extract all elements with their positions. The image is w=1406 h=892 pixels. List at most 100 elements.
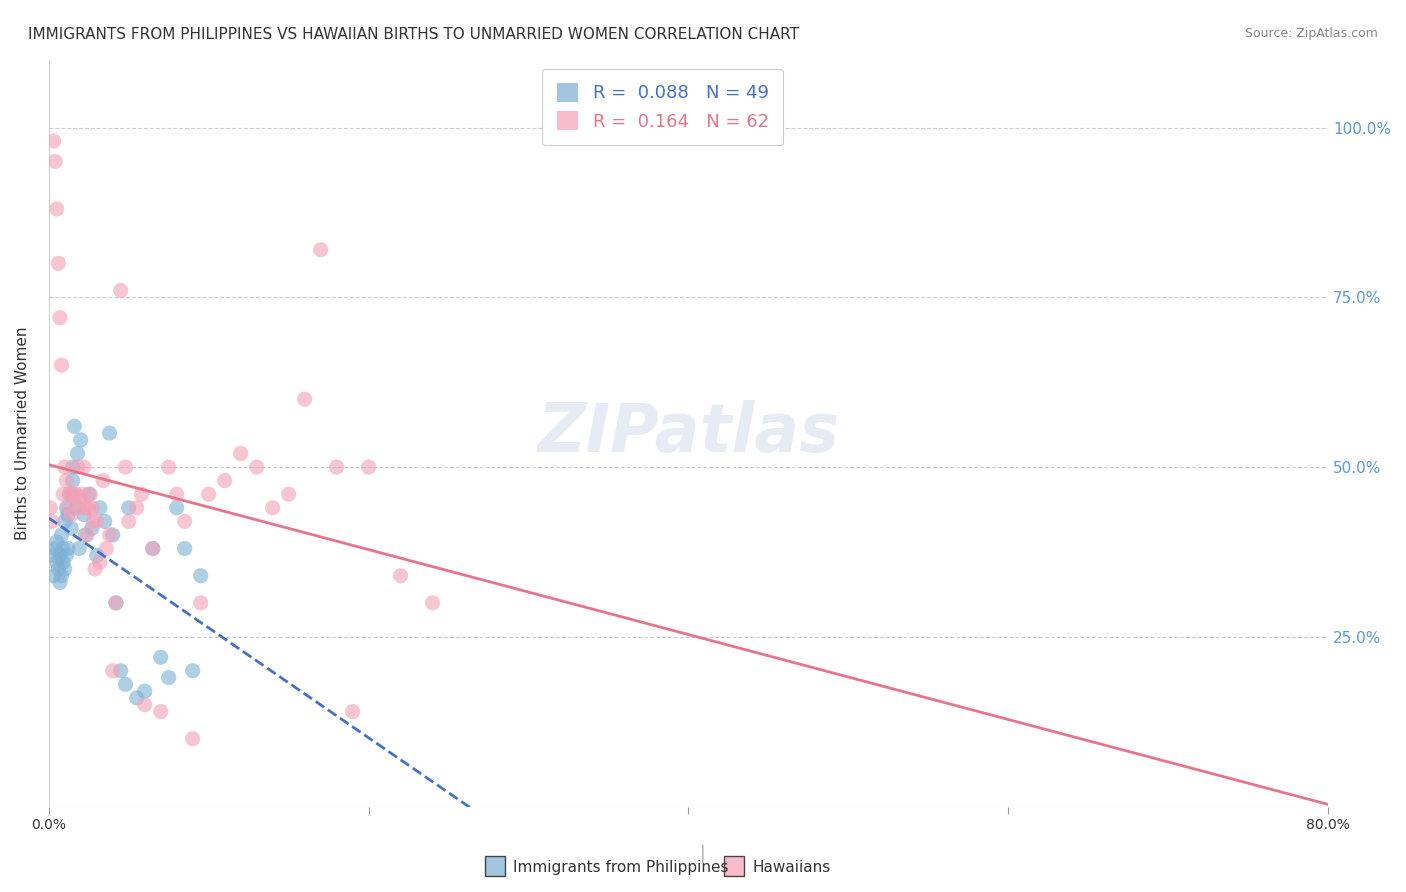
Point xyxy=(55,500,77,515)
Point xyxy=(166,487,188,501)
Point xyxy=(60,521,83,535)
Point xyxy=(46,562,69,576)
Point xyxy=(101,664,124,678)
Point xyxy=(52,555,75,569)
Point xyxy=(62,487,84,501)
Point xyxy=(173,541,195,556)
Point xyxy=(118,500,141,515)
Point xyxy=(357,460,380,475)
Point xyxy=(80,521,103,535)
Text: Source: ZipAtlas.com: Source: ZipAtlas.com xyxy=(1244,27,1378,40)
Point xyxy=(65,500,87,515)
Point xyxy=(51,568,73,582)
Point xyxy=(134,698,156,712)
Point xyxy=(104,596,127,610)
Point xyxy=(277,487,299,501)
Point xyxy=(62,460,84,475)
Point xyxy=(49,549,72,563)
Point xyxy=(89,500,111,515)
Point xyxy=(51,528,73,542)
Point xyxy=(246,460,269,475)
Point xyxy=(65,487,87,501)
Point xyxy=(80,500,103,515)
Point xyxy=(125,500,148,515)
Point xyxy=(56,508,79,522)
Point xyxy=(131,487,153,501)
Point xyxy=(42,134,65,148)
Point xyxy=(52,541,75,556)
Point xyxy=(134,684,156,698)
Point xyxy=(125,690,148,705)
Point xyxy=(93,515,115,529)
Point xyxy=(66,446,89,460)
Point xyxy=(44,541,66,556)
Point xyxy=(77,487,100,501)
Point xyxy=(52,487,75,501)
Point xyxy=(83,515,105,529)
Point xyxy=(77,500,100,515)
Legend: R =  0.088   N = 49, R =  0.164   N = 62: R = 0.088 N = 49, R = 0.164 N = 62 xyxy=(543,69,783,145)
Point xyxy=(190,568,212,582)
Point xyxy=(86,515,108,529)
Point xyxy=(91,474,114,488)
Point xyxy=(110,284,132,298)
Point xyxy=(229,446,252,460)
Point xyxy=(149,650,172,665)
Point xyxy=(173,515,195,529)
Point xyxy=(53,460,76,475)
Point xyxy=(325,460,347,475)
Point xyxy=(294,392,316,406)
Text: IMMIGRANTS FROM PHILIPPINES VS HAWAIIAN BIRTHS TO UNMARRIED WOMEN CORRELATION CH: IMMIGRANTS FROM PHILIPPINES VS HAWAIIAN … xyxy=(28,27,799,42)
Point xyxy=(181,664,204,678)
Point xyxy=(45,202,67,216)
Point xyxy=(142,541,165,556)
Point xyxy=(110,664,132,678)
Point xyxy=(114,677,136,691)
Point xyxy=(60,508,83,522)
Point xyxy=(79,487,101,501)
Point xyxy=(84,562,107,576)
Text: Hawaiians: Hawaiians xyxy=(752,860,831,874)
Point xyxy=(55,549,77,563)
Point xyxy=(56,541,79,556)
Point xyxy=(51,358,73,372)
Point xyxy=(149,705,172,719)
Point xyxy=(49,310,72,325)
Point xyxy=(309,243,332,257)
Point xyxy=(114,460,136,475)
Point xyxy=(118,515,141,529)
Point xyxy=(53,562,76,576)
Point xyxy=(55,474,77,488)
Text: ZIPatlas: ZIPatlas xyxy=(537,401,839,467)
Point xyxy=(49,575,72,590)
Point xyxy=(42,568,65,582)
Point xyxy=(67,500,90,515)
Point xyxy=(142,541,165,556)
Point xyxy=(86,549,108,563)
Point xyxy=(69,494,91,508)
Point xyxy=(46,256,69,270)
Point xyxy=(45,534,67,549)
Point xyxy=(73,460,96,475)
Point xyxy=(190,596,212,610)
Point xyxy=(62,474,84,488)
Point xyxy=(63,487,86,501)
Point xyxy=(101,528,124,542)
Y-axis label: Births to Unmarried Women: Births to Unmarried Women xyxy=(15,326,30,540)
Point xyxy=(422,596,444,610)
Point xyxy=(41,515,63,529)
Point xyxy=(389,568,412,582)
Point xyxy=(197,487,219,501)
Point xyxy=(75,528,97,542)
Point xyxy=(181,731,204,746)
Point xyxy=(58,487,80,501)
Point xyxy=(96,541,118,556)
Point xyxy=(41,549,63,563)
Point xyxy=(56,500,79,515)
Point xyxy=(75,500,97,515)
Point xyxy=(66,460,89,475)
Point xyxy=(98,426,121,441)
Point xyxy=(342,705,364,719)
Point xyxy=(69,433,91,447)
Point xyxy=(98,528,121,542)
